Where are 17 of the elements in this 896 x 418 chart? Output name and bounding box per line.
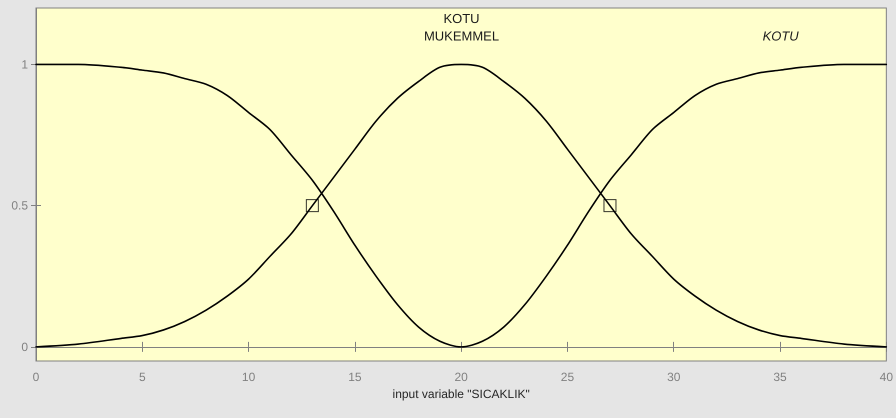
x-tick-label: 5 [138,370,146,384]
x-tick-label: 40 [880,370,894,384]
x-tick-label: 0 [32,370,40,384]
y-tick-label: 1 [21,57,28,72]
x-tick-label: 30 [667,370,681,384]
y-tick-label: 0.5 [11,198,28,213]
x-axis-title: input variable "SICAKLIK" [392,387,530,401]
annotation: KOTU [443,11,480,26]
annotation: KOTU [762,28,800,44]
x-tick-label: 35 [773,370,788,384]
line-series [35,64,888,348]
x-tick-label: 25 [560,370,574,384]
x-tick-label: 20 [454,370,468,384]
x-tick-label: 15 [348,370,362,384]
x-tick-label: 10 [242,370,256,384]
y-tick-label: 0 [21,340,28,354]
annotation: MUKEMMEL [424,28,500,44]
